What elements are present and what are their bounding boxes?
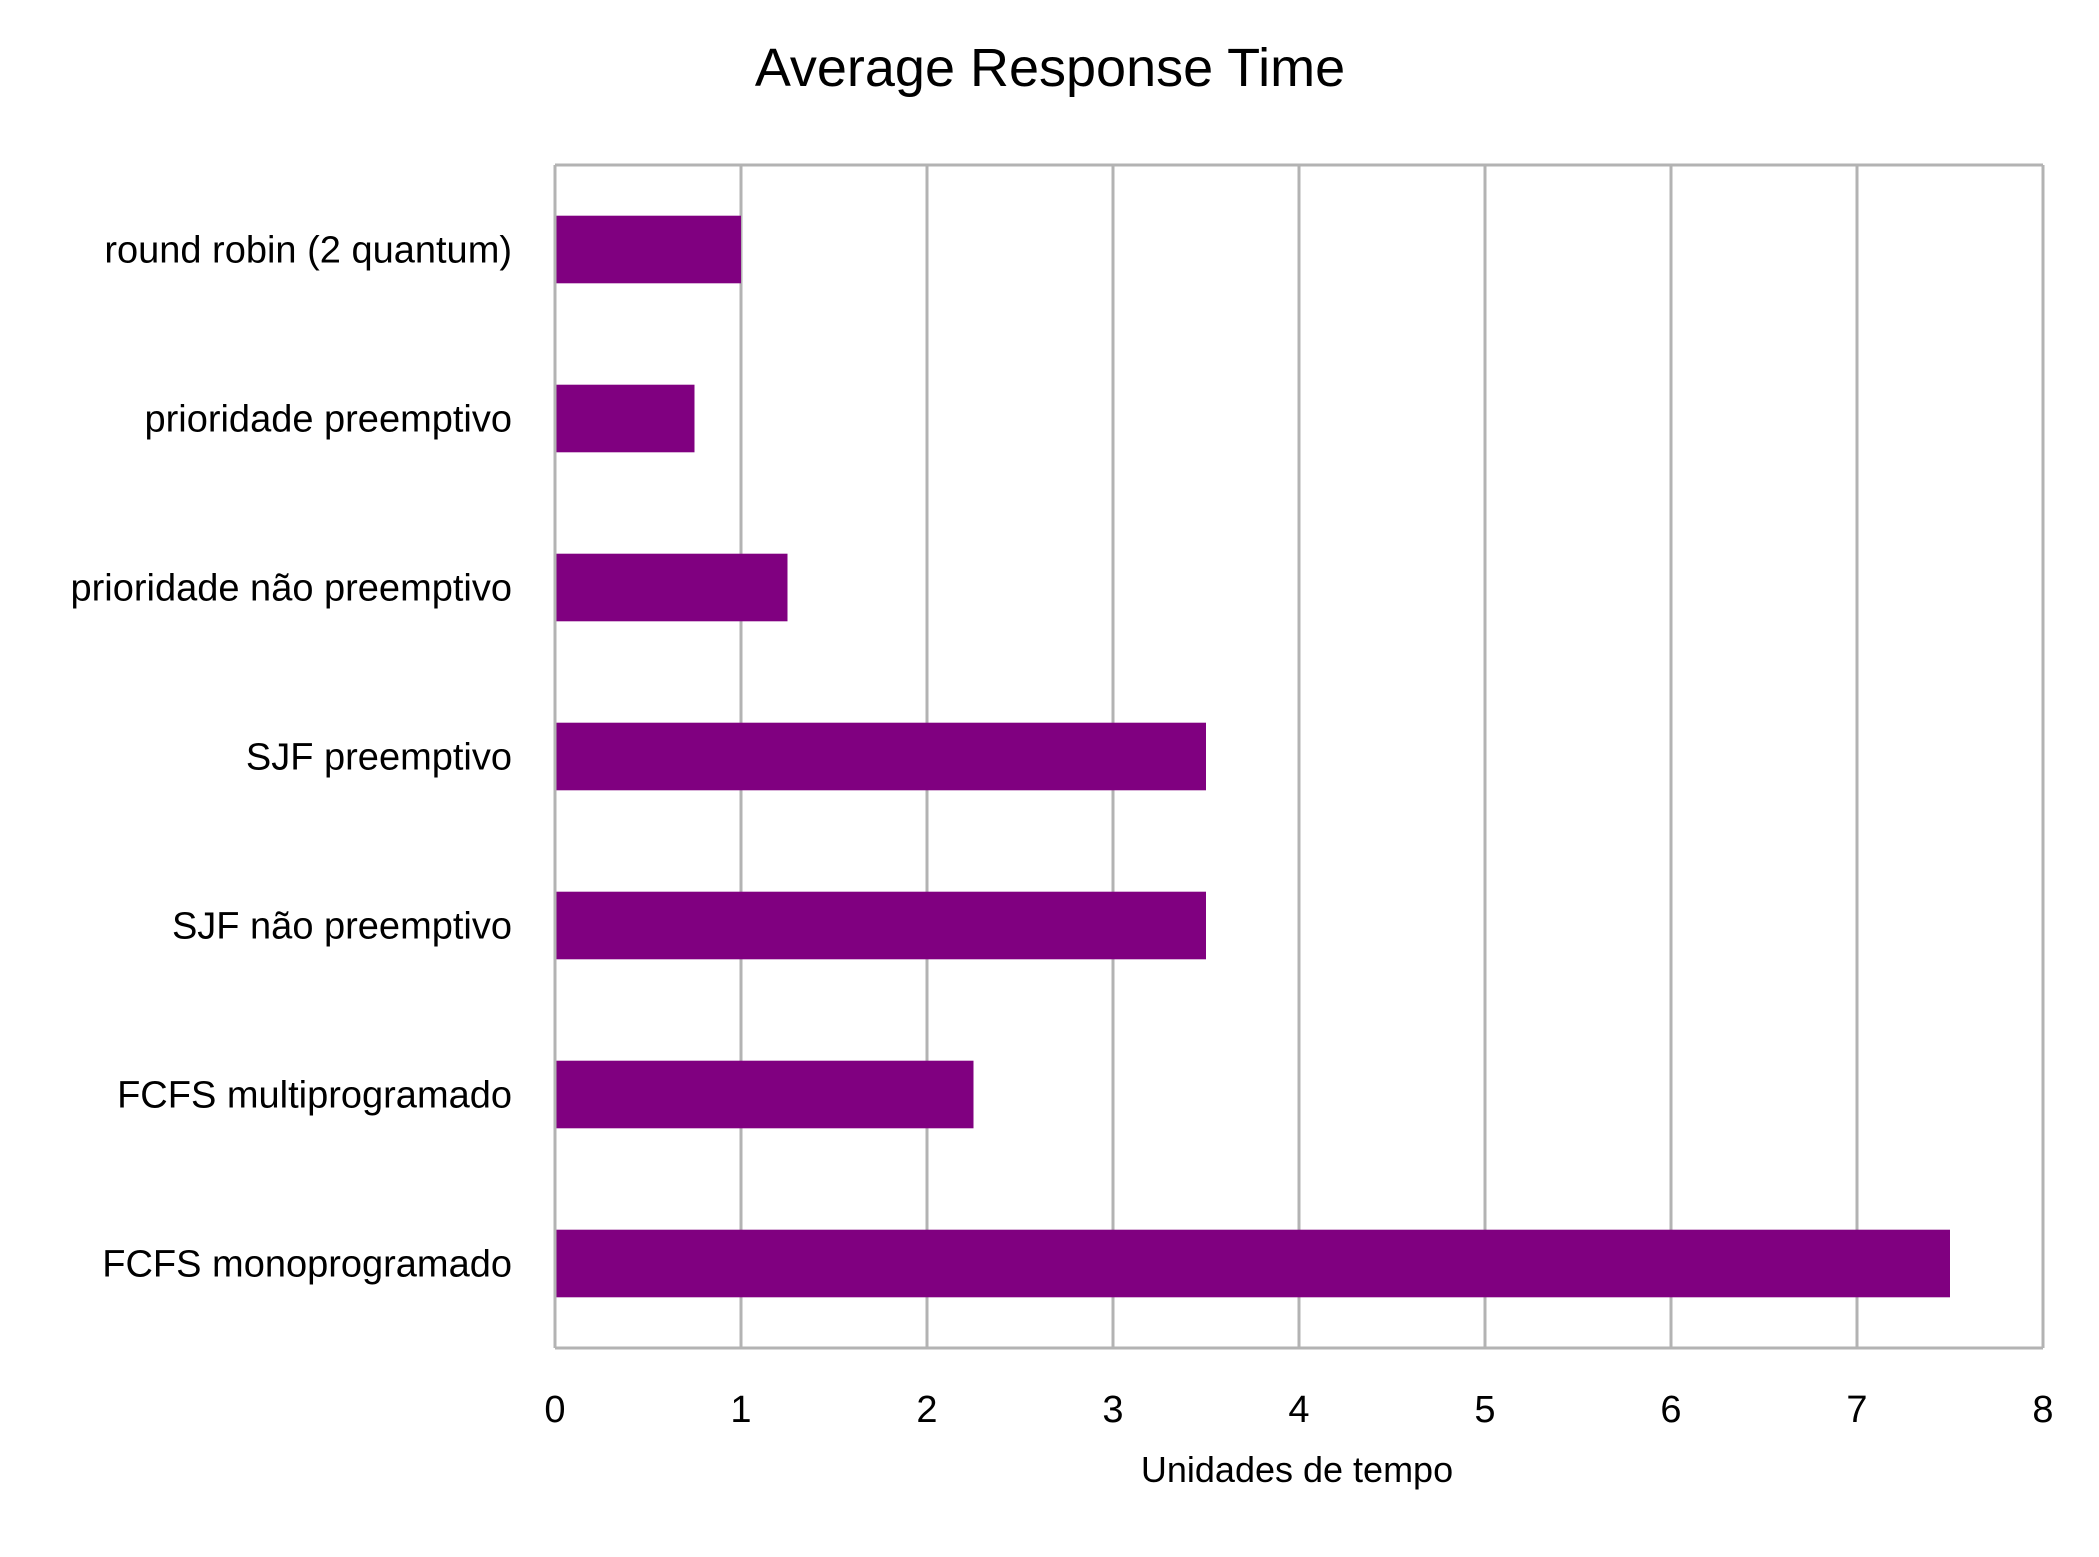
- x-tick-label-7: 7: [1846, 1389, 1867, 1431]
- category-label-6: FCFS monoprogramado: [102, 1244, 512, 1286]
- bar-3: [556, 722, 1206, 791]
- category-label-1: prioridade preemptivo: [144, 399, 512, 441]
- x-tick-label-3: 3: [1102, 1389, 1123, 1431]
- bar-5: [556, 1060, 974, 1129]
- chart-title: Average Response Time: [755, 38, 1345, 98]
- category-label-3: SJF preemptivo: [246, 737, 512, 779]
- category-label-2: prioridade não preemptivo: [71, 568, 513, 610]
- category-label-5: FCFS multiprogramado: [117, 1075, 512, 1117]
- category-label-0: round robin (2 quantum): [104, 230, 512, 272]
- bars: [556, 215, 1950, 1298]
- x-tick-label-2: 2: [916, 1389, 937, 1431]
- bar-0: [556, 215, 741, 284]
- x-tick-label-4: 4: [1288, 1389, 1309, 1431]
- x-tick-label-5: 5: [1474, 1389, 1495, 1431]
- x-tick-label-1: 1: [730, 1389, 751, 1431]
- x-axis-title: Unidades de tempo: [1141, 1449, 1453, 1490]
- bar-4: [556, 891, 1206, 960]
- category-labels: round robin (2 quantum) prioridade preemp…: [71, 230, 513, 1286]
- bar-6: [556, 1229, 1950, 1298]
- x-tick-label-0: 0: [544, 1389, 565, 1431]
- bar-1: [556, 384, 695, 453]
- x-tick-label-6: 6: [1660, 1389, 1681, 1431]
- category-label-4: SJF não preemptivo: [172, 906, 512, 948]
- x-tick-labels: 0 1 2 3 4 5 6 7 8: [544, 1389, 2053, 1431]
- gridlines: [553, 163, 2045, 1350]
- bar-2: [556, 553, 788, 622]
- x-tick-label-8: 8: [2032, 1389, 2053, 1431]
